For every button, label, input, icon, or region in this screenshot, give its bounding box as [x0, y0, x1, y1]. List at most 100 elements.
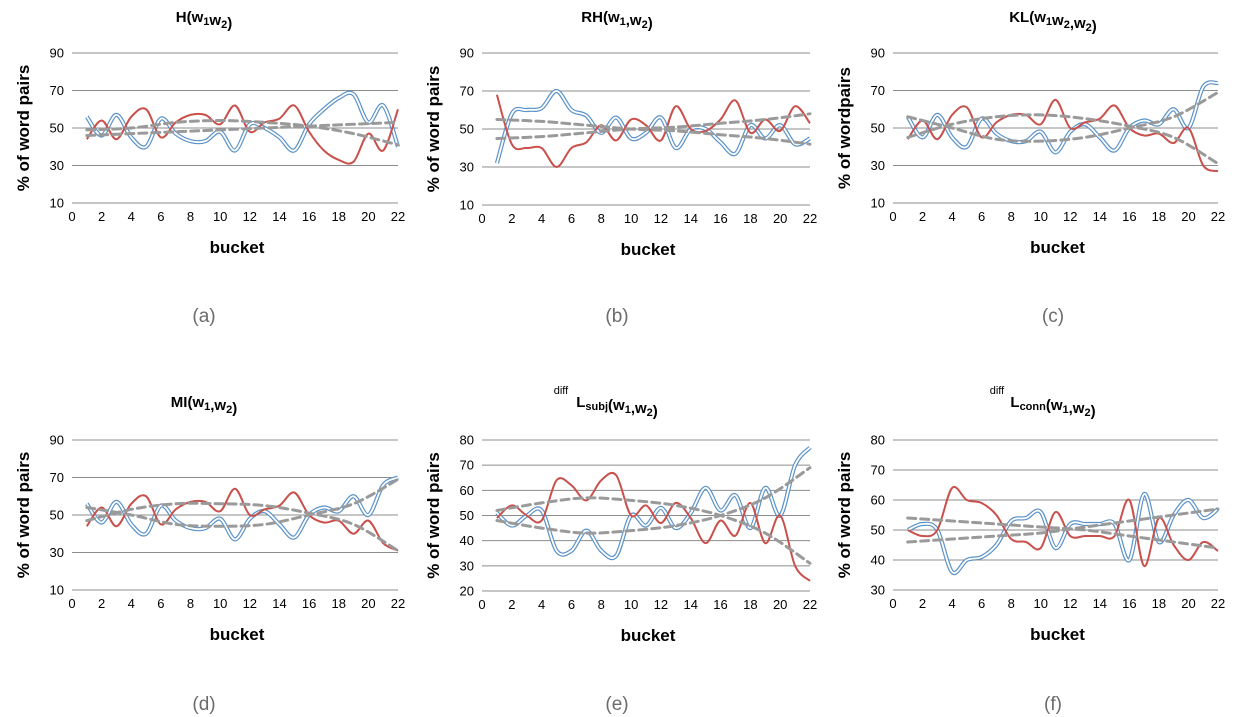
trend-line-dashed [906, 90, 1220, 143]
x-tick-label: 22 [803, 211, 817, 226]
x-tick-label: 8 [598, 211, 605, 226]
chart-panel-f: Lconn(w1,w2) diff 30 40 50 60 70 80 0 2 4 6 8 10 12 14 1… [835, 385, 1225, 715]
y-tick-label: 70 [460, 84, 474, 99]
chart-panel-a: H(w1w2) 10 30 50 70 90 0 2 4 6 8 10 12 14 16 18 20 22 buck… [14, 9, 405, 327]
y-tick-label: 50 [460, 122, 474, 137]
series-line-blue-inner [86, 476, 399, 541]
x-tick-label: 20 [1181, 596, 1195, 611]
panel-caption: (b) [605, 306, 628, 327]
y-tick-label: 40 [871, 553, 885, 568]
x-tick-label: 4 [538, 211, 545, 226]
x-tick-label: 12 [1063, 596, 1077, 611]
chart-title: KL(w1w2,w2) [1009, 9, 1097, 35]
x-axis-label: bucket [210, 625, 265, 644]
chart-panel-e: Lsubj(w1,w2) diff 20 30 40 50 60 70 80 0 2 4 6 8 10 12 1… [424, 385, 817, 715]
y-tick-label: 50 [871, 121, 885, 136]
x-tick-label: 22 [803, 597, 817, 612]
x-tick-label: 8 [1008, 209, 1015, 224]
x-tick-label: 14 [1093, 209, 1107, 224]
y-axis-label: % of word pairs [14, 452, 33, 579]
chart-title: MI(w1,w2) [171, 394, 237, 417]
trend-line-dashed [906, 516, 1220, 550]
x-tick-label: 6 [978, 209, 985, 224]
series-line-blue-inner [907, 81, 1219, 154]
y-axis-label: % of wordpairs [835, 67, 854, 189]
x-tick-label: 20 [361, 209, 375, 224]
x-tick-label: 4 [948, 596, 955, 611]
x-tick-label: 8 [187, 596, 194, 611]
series-line-blue-inner [907, 493, 1219, 574]
y-tick-label: 30 [50, 545, 64, 560]
x-tick-label: 16 [713, 597, 727, 612]
x-axis-label: bucket [621, 626, 676, 645]
x-tick-label: 0 [478, 211, 485, 226]
y-tick-label: 60 [460, 483, 474, 498]
y-tick-label: 50 [50, 508, 64, 523]
panel-caption: (d) [192, 694, 215, 715]
y-tick-label: 30 [871, 583, 885, 598]
y-axis-label: % of word pairs [424, 66, 443, 193]
x-tick-label: 2 [98, 209, 105, 224]
x-tick-label: 22 [1211, 596, 1225, 611]
y-tick-label: 90 [50, 433, 64, 448]
x-tick-label: 16 [302, 209, 316, 224]
x-tick-label: 6 [978, 596, 985, 611]
x-tick-label: 18 [331, 209, 345, 224]
y-tick-label: 10 [871, 196, 885, 211]
x-tick-label: 10 [1033, 209, 1047, 224]
trend-line-dashed [495, 496, 812, 565]
x-tick-label: 2 [508, 211, 515, 226]
y-tick-label: 80 [871, 433, 885, 448]
panel-caption: (a) [192, 306, 215, 327]
trend-line-dashed [85, 501, 400, 553]
series-line-blue-inner [496, 90, 811, 164]
x-tick-label: 16 [302, 596, 316, 611]
y-axis-label: % of word pairs [835, 452, 854, 579]
x-tick-label: 20 [773, 211, 787, 226]
panel-caption: (e) [605, 694, 628, 715]
series-line-red [495, 94, 811, 168]
x-tick-label: 18 [1152, 596, 1166, 611]
trend-line-dashed [906, 507, 1220, 544]
chart-title: Lconn(w1,w2) [1010, 394, 1095, 420]
x-tick-label: 8 [187, 209, 194, 224]
x-tick-label: 14 [272, 596, 286, 611]
x-tick-label: 6 [568, 597, 575, 612]
trend-line-dashed [906, 113, 1220, 166]
y-tick-label: 70 [50, 83, 64, 98]
y-tick-label: 70 [871, 83, 885, 98]
x-tick-label: 2 [919, 209, 926, 224]
x-tick-label: 14 [683, 597, 697, 612]
x-axis-label: bucket [621, 240, 676, 259]
series-line-blue-inner [86, 91, 399, 152]
series-line-red [85, 104, 399, 165]
x-tick-label: 6 [157, 209, 164, 224]
x-tick-label: 2 [919, 596, 926, 611]
trend-line-dashed [495, 118, 812, 146]
x-tick-label: 0 [68, 209, 75, 224]
series-line-red [85, 487, 399, 552]
x-tick-label: 22 [1211, 209, 1225, 224]
y-axis-label: % of word pairs [14, 65, 33, 192]
x-axis-label: bucket [1030, 238, 1085, 257]
y-tick-label: 30 [871, 158, 885, 173]
x-tick-label: 12 [243, 209, 257, 224]
x-tick-label: 12 [243, 596, 257, 611]
chart-panel-d: MI(w1,w2) 10 30 50 70 90 0 2 4 6 8 10 12 14 16 18 20 22 bu… [14, 394, 405, 715]
chart-panel-b: RH(w1,w2) 10 30 50 70 90 0 2 4 6 8 10 12 14 16 18 20 22 bu… [424, 9, 817, 327]
x-tick-label: 20 [361, 596, 375, 611]
series-line-red [907, 485, 1219, 568]
panel-caption: (f) [1044, 694, 1062, 715]
x-tick-label: 2 [508, 597, 515, 612]
x-tick-label: 20 [773, 597, 787, 612]
trend-line-dashed [85, 118, 400, 147]
y-tick-label: 30 [460, 160, 474, 175]
y-tick-label: 90 [460, 46, 474, 61]
y-tick-label: 50 [871, 523, 885, 538]
y-tick-label: 30 [50, 158, 64, 173]
x-tick-label: 6 [568, 211, 575, 226]
x-tick-label: 0 [889, 209, 896, 224]
y-axis-label: % of word pairs [424, 452, 443, 579]
x-tick-label: 10 [213, 209, 227, 224]
